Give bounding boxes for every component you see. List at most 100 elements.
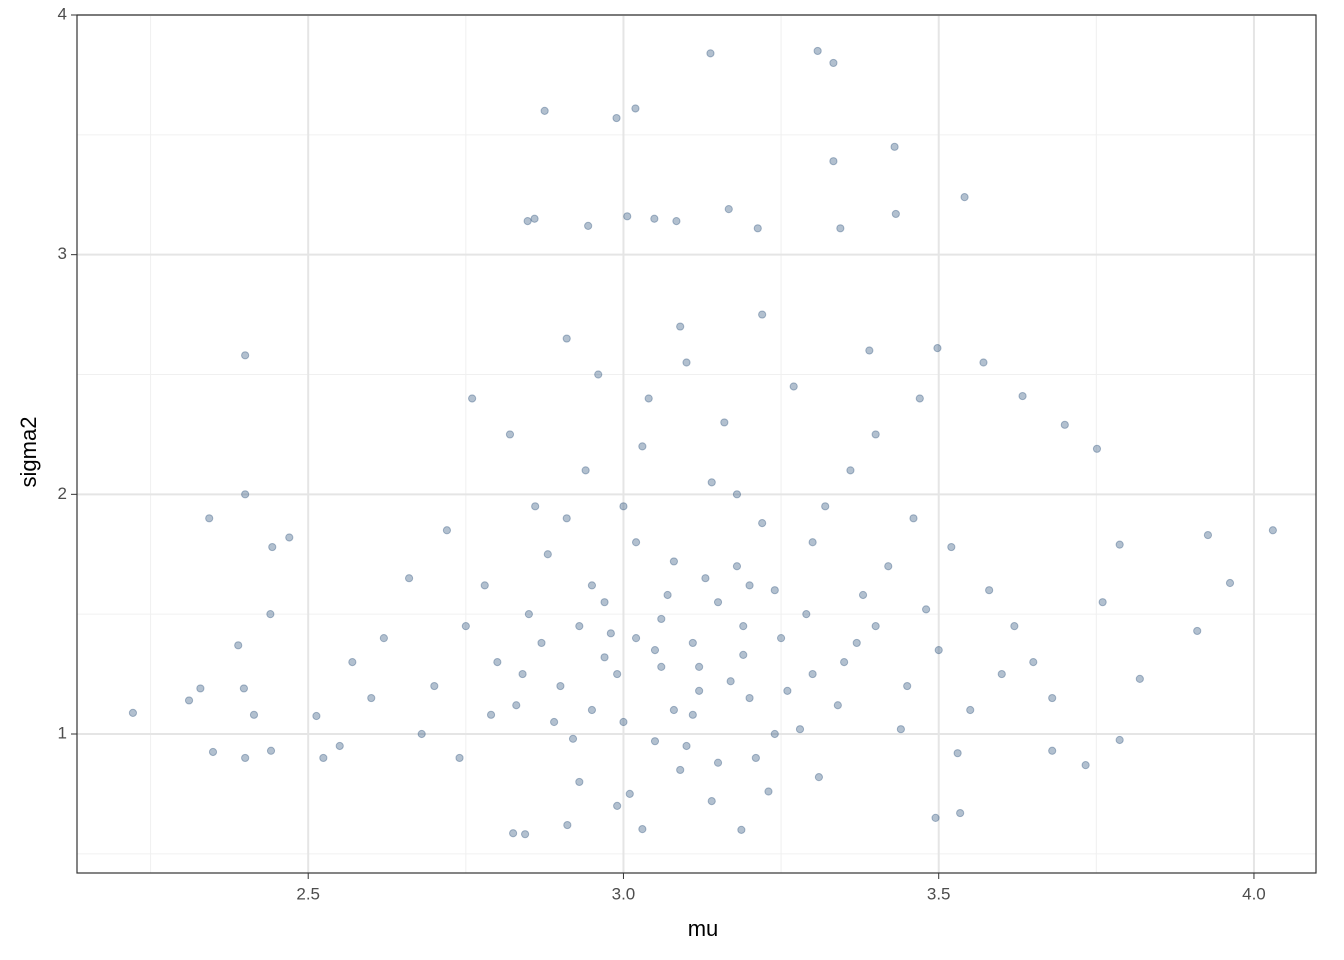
point: [196, 684, 205, 693]
point: [1048, 693, 1057, 703]
point: [239, 684, 248, 693]
point: [737, 825, 746, 834]
point: [266, 610, 275, 619]
point: [724, 205, 733, 214]
point: [701, 574, 710, 583]
point: [613, 801, 622, 810]
point: [751, 753, 760, 763]
point: [808, 538, 817, 547]
point: [657, 662, 666, 671]
point: [505, 430, 515, 439]
point: [1203, 530, 1213, 540]
point: [430, 681, 439, 691]
point: [509, 829, 518, 838]
point: [676, 765, 685, 775]
point: [858, 590, 868, 600]
point: [1115, 735, 1124, 745]
point: [1135, 674, 1144, 683]
point: [672, 217, 681, 226]
point: [606, 629, 615, 638]
x-tick-label: 4.0: [1242, 884, 1266, 903]
x-tick-label: 2.5: [296, 884, 320, 903]
point: [745, 581, 754, 590]
point: [348, 657, 357, 667]
point: [726, 677, 735, 686]
point: [789, 382, 798, 391]
panel-border: [76, 14, 1317, 874]
point: [829, 58, 838, 68]
point: [770, 729, 779, 739]
point: [455, 753, 464, 763]
point: [631, 634, 641, 643]
point: [707, 797, 716, 806]
point: [486, 710, 496, 719]
point: [1098, 598, 1107, 607]
point: [909, 514, 918, 523]
point: [493, 657, 502, 667]
point: [1193, 626, 1202, 636]
point: [884, 562, 893, 571]
point: [808, 669, 817, 679]
point: [524, 610, 533, 619]
point: [563, 820, 572, 830]
point: [953, 749, 962, 758]
point: [1115, 540, 1124, 549]
point: [613, 669, 622, 679]
point: [933, 344, 942, 353]
point: [625, 789, 634, 799]
point: [335, 741, 344, 751]
y-tick-label: 4: [58, 4, 67, 23]
point: [753, 224, 762, 233]
point: [540, 106, 549, 115]
point: [612, 113, 621, 123]
point: [184, 696, 194, 705]
point: [688, 638, 697, 648]
point: [896, 725, 905, 734]
point: [208, 747, 218, 757]
point: [512, 701, 521, 710]
point: [266, 746, 276, 755]
point: [587, 581, 597, 590]
point: [732, 562, 742, 571]
point: [404, 574, 414, 583]
point: [205, 514, 214, 523]
point: [518, 669, 527, 679]
point: [367, 693, 376, 703]
point: [1048, 746, 1057, 755]
point: [550, 717, 559, 727]
point: [575, 622, 584, 631]
point: [285, 533, 294, 542]
point: [1268, 526, 1277, 535]
point: [417, 729, 426, 739]
point: [931, 813, 940, 822]
point: [600, 598, 609, 607]
point: [556, 681, 565, 691]
point: [234, 641, 243, 650]
point: [732, 490, 742, 499]
point: [669, 557, 678, 566]
point: [871, 430, 880, 439]
point: [682, 358, 691, 367]
y-tick-label: 2: [58, 484, 67, 503]
point: [745, 693, 754, 703]
point: [631, 104, 640, 113]
point: [776, 634, 786, 643]
point: [707, 478, 716, 487]
point: [695, 662, 704, 671]
grid: [77, 14, 1316, 873]
point: [706, 49, 715, 58]
point: [268, 542, 277, 552]
point: [523, 217, 532, 226]
point: [530, 214, 539, 223]
point: [468, 394, 477, 403]
point: [713, 598, 723, 607]
point: [594, 370, 603, 379]
point: [947, 542, 956, 552]
point: [312, 711, 321, 721]
point: [650, 214, 659, 223]
x-axis-title: mu: [688, 916, 719, 941]
point: [650, 646, 660, 655]
point: [813, 46, 822, 56]
points: [128, 46, 1277, 839]
